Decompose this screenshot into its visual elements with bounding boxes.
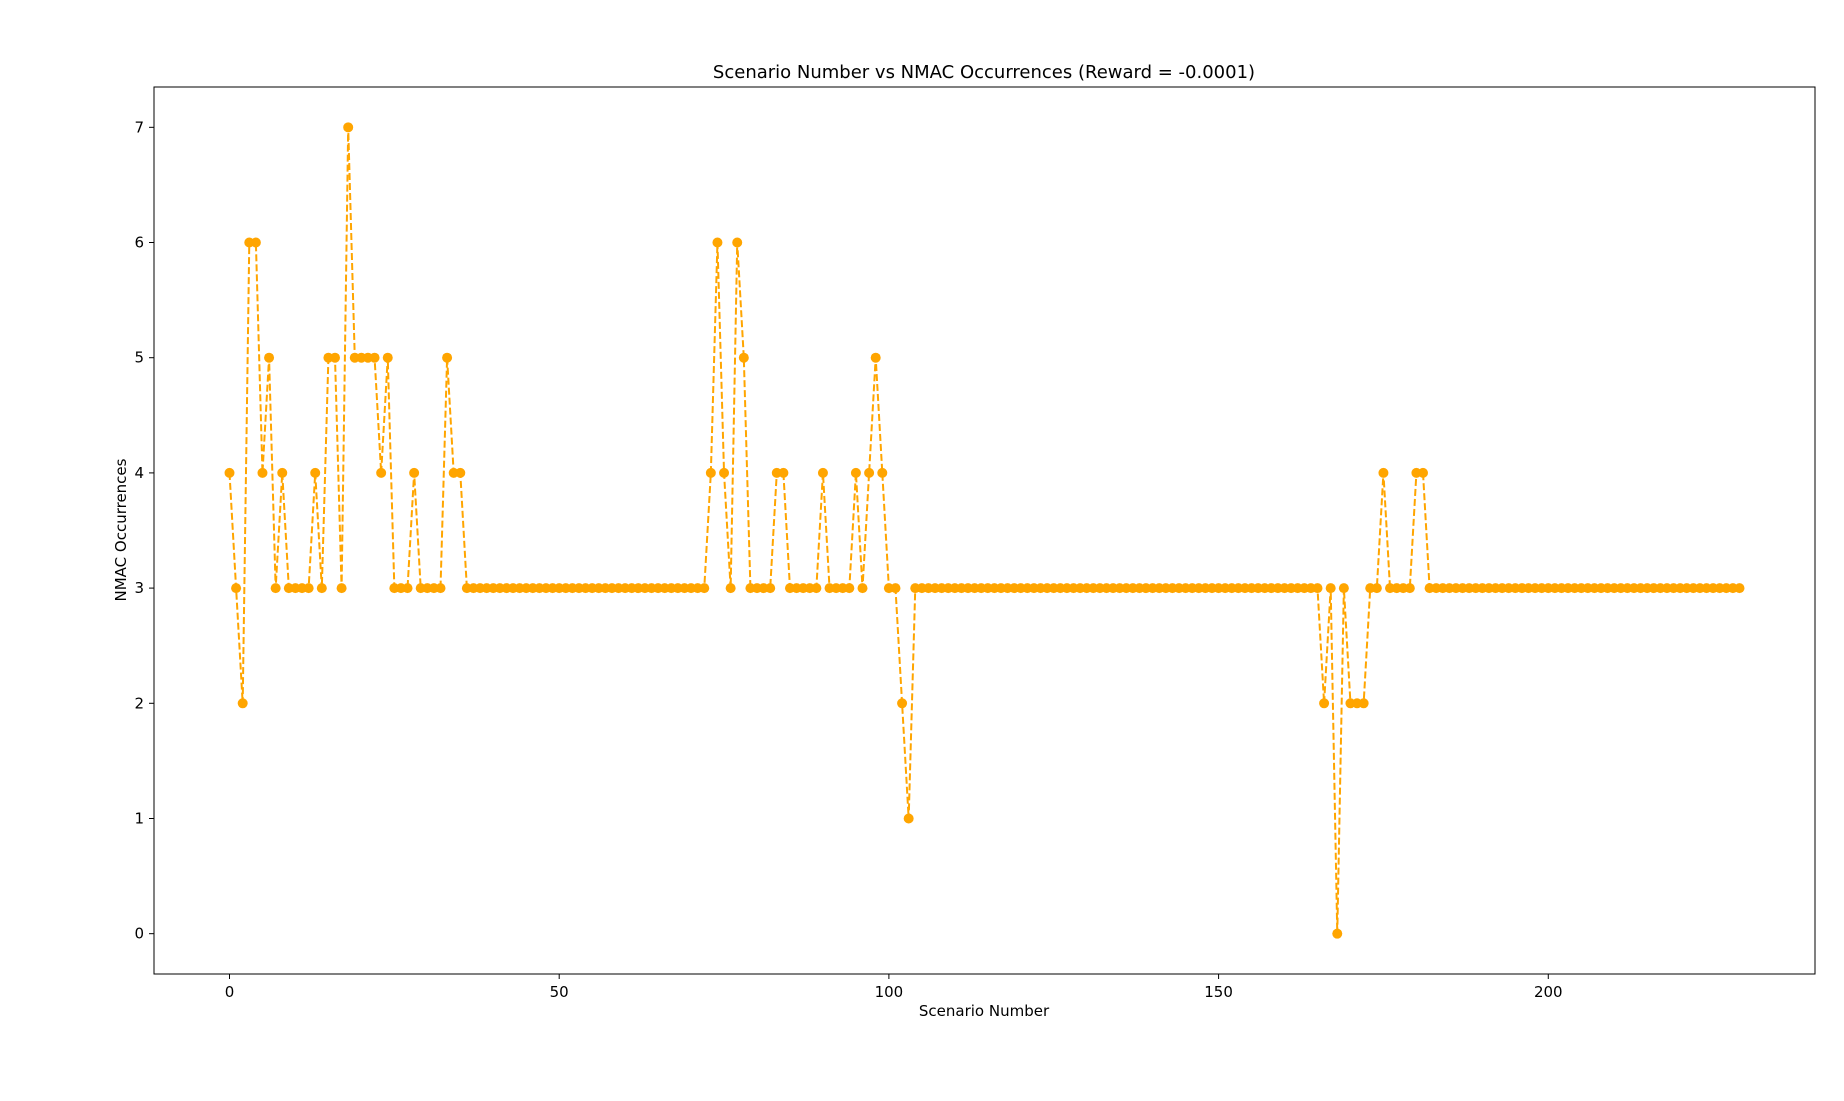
y-tick-label: 3: [134, 579, 144, 597]
data-point: [811, 583, 822, 594]
data-point: [1371, 583, 1382, 594]
data-point: [264, 352, 275, 363]
data-point: [330, 352, 340, 363]
data-point: [877, 467, 888, 478]
data-point: [903, 813, 914, 824]
data-point: [250, 237, 261, 248]
y-axis-label: NMAC Occurrences: [112, 458, 130, 601]
data-point: [1332, 928, 1343, 939]
x-tick-label: 150: [1204, 983, 1233, 1001]
data-point: [719, 467, 730, 478]
data-point: [778, 467, 789, 478]
data-point: [1417, 467, 1428, 478]
data-point: [1319, 698, 1330, 709]
data-point: [897, 698, 908, 709]
x-tick-label: 50: [550, 983, 569, 1001]
data-point: [1378, 467, 1389, 478]
plot-frame: [153, 86, 1816, 975]
data-point: [376, 467, 387, 478]
data-point: [303, 583, 314, 594]
y-tick-label: 0: [134, 925, 144, 943]
x-tick-label: 200: [1534, 983, 1563, 1001]
data-point: [1325, 583, 1336, 594]
data-point: [231, 583, 242, 594]
data-point: [712, 237, 723, 248]
data-point: [237, 698, 248, 709]
data-point: [732, 237, 743, 248]
series-layer: [224, 122, 1745, 939]
data-point: [817, 467, 828, 478]
data-point: [343, 122, 354, 133]
data-point: [336, 583, 347, 594]
y-tick-label: 2: [134, 694, 144, 712]
data-point: [1312, 583, 1323, 594]
data-point: [382, 352, 393, 363]
data-point: [725, 583, 736, 594]
data-point: [844, 583, 855, 594]
data-point: [870, 352, 881, 363]
data-point: [765, 583, 776, 594]
x-tick-label: 0: [225, 983, 235, 1001]
y-axis-ticks: 0 1 2 3 4 5 6 7: [134, 118, 154, 943]
data-point: [310, 467, 321, 478]
x-axis-ticks: 0 50 100 150 200: [225, 974, 1563, 1001]
data-point: [864, 467, 875, 478]
data-point: [857, 583, 868, 594]
data-point: [1338, 583, 1349, 594]
data-point: [890, 583, 901, 594]
data-point: [850, 467, 861, 478]
data-point: [270, 583, 281, 594]
data-point: [409, 467, 420, 478]
y-tick-label: 5: [134, 349, 144, 367]
y-tick-label: 7: [134, 118, 144, 136]
x-tick-label: 100: [875, 983, 904, 1001]
data-point: [442, 352, 453, 363]
data-point: [705, 467, 716, 478]
data-point: [316, 583, 327, 594]
y-tick-label: 4: [134, 464, 144, 482]
data-point: [699, 583, 710, 594]
data-point: [738, 352, 749, 363]
data-point: [1358, 698, 1369, 709]
y-tick-label: 1: [134, 809, 144, 827]
data-point: [369, 352, 380, 363]
data-point: [455, 467, 466, 478]
data-point: [224, 467, 235, 478]
data-point: [277, 467, 288, 478]
y-tick-label: 6: [134, 234, 144, 252]
chart-title: Scenario Number vs NMAC Occurrences (Rew…: [713, 62, 1255, 83]
data-point: [1734, 583, 1745, 594]
data-point: [402, 583, 413, 594]
data-point: [1404, 583, 1415, 594]
data-point: [257, 467, 268, 478]
x-axis-label: Scenario Number: [919, 1002, 1050, 1020]
data-point: [435, 583, 446, 594]
